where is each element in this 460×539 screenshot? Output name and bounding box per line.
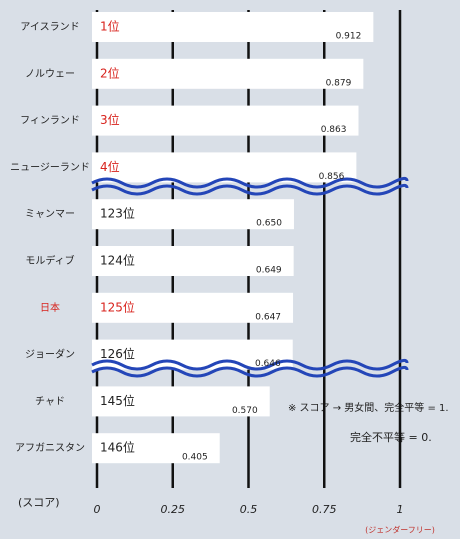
category-label: フィンランド <box>20 115 80 127</box>
value-label: 0.863 <box>321 125 347 135</box>
value-label: 0.649 <box>256 266 282 276</box>
value-label: 0.879 <box>326 78 352 88</box>
value-label: 0.570 <box>232 406 258 416</box>
rank-label: 123位 <box>100 206 135 221</box>
bar <box>92 246 294 276</box>
x-note: (ジェンダーフリー) <box>365 525 435 535</box>
bar <box>92 292 294 323</box>
x-tick-label: 0 <box>94 503 101 516</box>
category-label: アフガニスタン <box>15 442 85 454</box>
bar <box>92 339 293 370</box>
category-label: チャド <box>35 395 65 407</box>
category-label: ジョーダン <box>25 348 75 361</box>
bar <box>92 199 294 230</box>
x-tick-label: 1 <box>397 503 404 516</box>
break-line <box>91 183 409 196</box>
value-label: 0.912 <box>336 32 362 42</box>
bar <box>92 12 374 42</box>
category-label: ニュージーランド <box>10 161 90 173</box>
rank-label: 124位 <box>100 253 135 268</box>
bar <box>92 433 220 464</box>
x-tick-label: 0.75 <box>312 503 337 516</box>
x-tick-label: 0.5 <box>240 503 258 516</box>
rank-label: 126位 <box>100 346 135 361</box>
annotation: 完全不平等 = 0. <box>350 430 432 444</box>
category-label: アイスランド <box>20 21 79 33</box>
category-label: モルディブ <box>25 254 74 267</box>
value-label: 0.650 <box>256 219 282 229</box>
rank-label: 146位 <box>100 440 135 455</box>
value-label: 0.856 <box>319 172 345 182</box>
rank-label: 4位 <box>100 159 120 174</box>
rank-label: 2位 <box>100 65 120 80</box>
x-axis-label: (スコア) <box>18 496 60 509</box>
break-line <box>91 365 409 378</box>
bar <box>92 105 359 136</box>
value-label: 0.647 <box>255 312 281 322</box>
category-label: 日本 <box>40 301 60 314</box>
bars <box>92 12 374 464</box>
value-label: 0.405 <box>182 453 208 463</box>
rank-label: 125位 <box>100 299 135 314</box>
bar <box>92 152 357 183</box>
rank-label: 145位 <box>100 393 135 408</box>
rank-label: 1位 <box>100 19 120 34</box>
break-line <box>91 176 409 189</box>
category-label: ミャンマー <box>25 209 75 220</box>
rank-label: 3位 <box>100 112 120 127</box>
annotation: ※ スコア → 男女間、完全平等 = 1. <box>288 401 449 414</box>
bar <box>92 386 270 417</box>
category-label: ノルウェー <box>25 68 75 80</box>
bar <box>92 58 364 89</box>
x-tick-label: 0.25 <box>161 503 186 516</box>
value-label: 0.646 <box>255 359 281 369</box>
break-line <box>91 358 409 371</box>
